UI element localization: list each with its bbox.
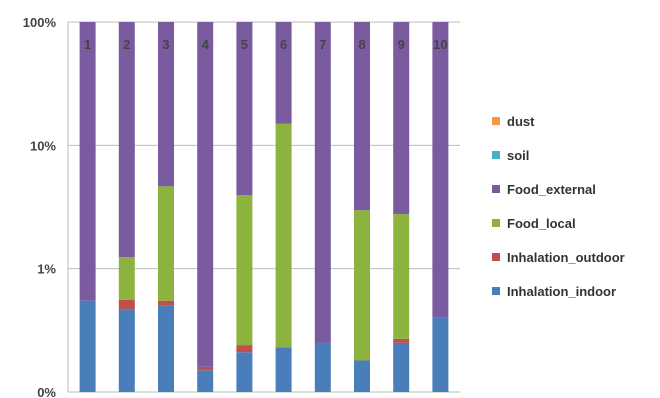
bar-segment [79, 300, 96, 392]
bar-segment [118, 257, 135, 300]
category-label: 9 [398, 37, 405, 52]
legend-label: Food_local [507, 216, 576, 231]
legend-swatch [492, 219, 500, 227]
category-label: 5 [241, 37, 248, 52]
legend-swatch [492, 117, 500, 125]
bars [79, 22, 449, 392]
bar-segment [432, 22, 449, 318]
bar-segment [236, 352, 253, 392]
bar-segment [158, 300, 174, 306]
bar-segment [275, 347, 292, 392]
bar-segment [275, 22, 292, 124]
bar-segment [236, 22, 253, 196]
bar-segment [79, 22, 96, 301]
bar-segment [158, 186, 174, 301]
bar-segment [158, 305, 174, 392]
legend-swatch [492, 287, 500, 295]
bar-segment [393, 338, 410, 343]
bar-segment [275, 123, 292, 348]
bar-segment [314, 342, 331, 392]
bar-segment [236, 195, 253, 346]
legend-label: Inhalation_indoor [507, 284, 616, 299]
category-label: 8 [358, 37, 365, 52]
legend-swatch [492, 253, 500, 261]
bar-segment [158, 22, 174, 187]
bar-segment [314, 22, 331, 343]
category-label: 4 [202, 37, 210, 52]
category-label: 3 [162, 37, 169, 52]
bar-segment [354, 22, 370, 211]
legend-swatch [492, 151, 500, 159]
bar-segment [393, 342, 410, 392]
legend: dust soil Food_external Food_local Inhalatio… [492, 114, 625, 299]
category-label: 2 [123, 37, 130, 52]
legend-label: Food_external [507, 182, 596, 197]
y-tick-label: 10% [30, 138, 56, 153]
category-label: 6 [280, 37, 287, 52]
bar-segment [197, 370, 214, 392]
bar-segment [393, 214, 410, 339]
bar-segment [197, 22, 214, 367]
y-tick-label: 1% [37, 262, 56, 277]
bar-segment [118, 309, 135, 392]
bar-segment [354, 360, 370, 392]
y-tick-label: 100% [23, 15, 57, 30]
bar-segment [393, 22, 410, 215]
bar-segment [197, 366, 214, 371]
bar-segment [118, 22, 135, 258]
legend-label: soil [507, 148, 529, 163]
legend-label: dust [507, 114, 535, 129]
bar-segment [432, 317, 449, 392]
y-axis-ticks: 100% 10% 1% 0% [23, 15, 57, 398]
bar-segment [354, 210, 370, 361]
category-labels: 1 2 3 4 5 6 7 8 9 10 [84, 37, 448, 52]
y-tick-label: 0% [37, 385, 56, 398]
legend-swatch [492, 185, 500, 193]
bar-segment [118, 299, 135, 310]
category-label: 1 [84, 37, 91, 52]
category-label: 7 [319, 37, 326, 52]
bar-segment [236, 345, 253, 353]
legend-label: Inhalation_outdoor [507, 250, 625, 265]
category-label: 10 [433, 37, 447, 52]
